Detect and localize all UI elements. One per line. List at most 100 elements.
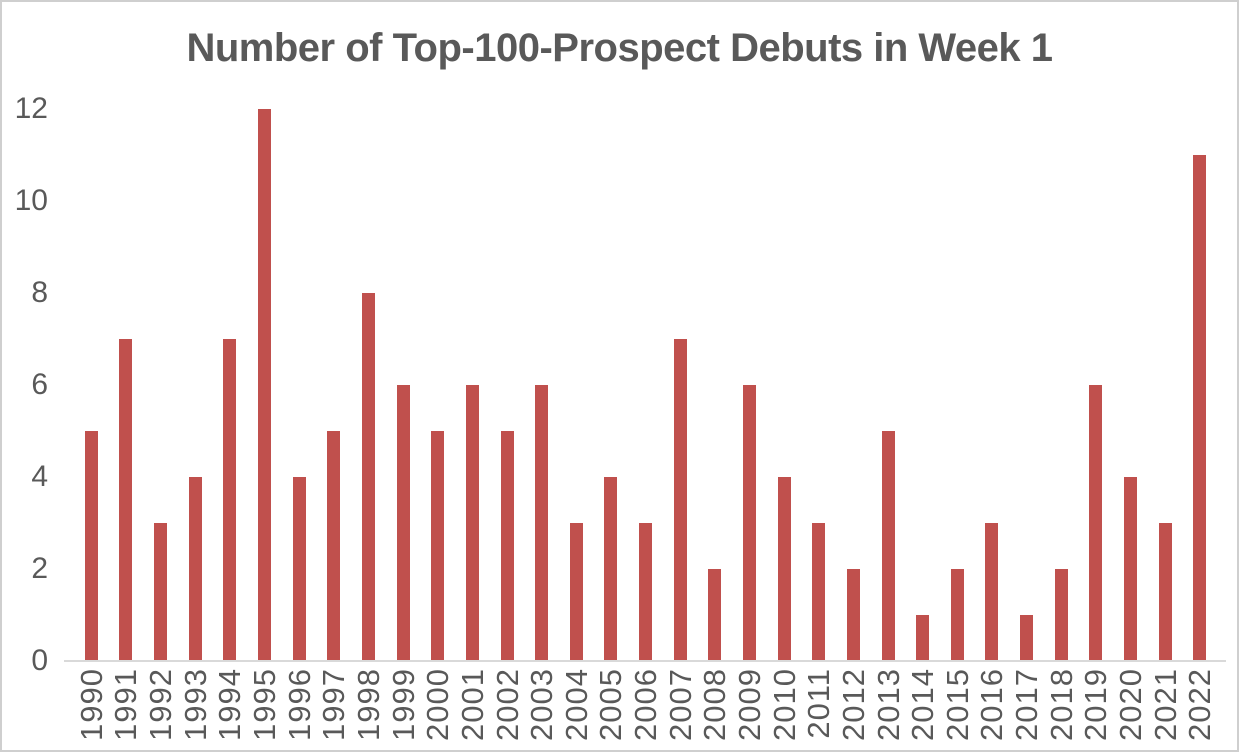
- bar-1996: [292, 477, 306, 661]
- x-axis-tick-label: 2009: [731, 668, 767, 741]
- bar-2002: [500, 431, 514, 661]
- x-axis-tick-label: 2005: [593, 668, 629, 741]
- x-axis-tick-cell: 1995: [247, 668, 282, 750]
- bar-2013: [881, 431, 895, 661]
- bar-1995: [258, 109, 272, 661]
- bar-column-1991: [109, 109, 144, 661]
- bar-2003: [535, 385, 549, 661]
- y-axis-tick-label: 4: [31, 460, 48, 493]
- y-axis-tick-label: 8: [31, 276, 48, 309]
- bar-2016: [985, 523, 999, 661]
- y-axis: 0 2 4 6 8 10 12: [2, 93, 48, 677]
- bar-column-2014: [905, 109, 940, 661]
- x-axis-tick-cell: 1992: [143, 668, 179, 750]
- x-axis-tick-cell: 2022: [1182, 668, 1217, 750]
- x-axis-tick-cell: 2009: [731, 668, 767, 750]
- bar-2022: [1193, 155, 1207, 661]
- x-axis-tick-cell: 2012: [835, 668, 871, 750]
- bar-column-2018: [1044, 109, 1079, 661]
- x-axis-tick-label: 2010: [766, 668, 802, 741]
- x-axis-tick-label: 1996: [281, 668, 317, 741]
- x-axis-tick-cell: 1994: [212, 668, 248, 750]
- bar-column-1998: [351, 109, 386, 661]
- bar-column-2010: [767, 109, 802, 661]
- x-axis-tick-cell: 1996: [281, 668, 317, 750]
- x-axis-tick-label: 2015: [939, 668, 975, 741]
- bar-column-2013: [871, 109, 906, 661]
- bar-column-1994: [213, 109, 248, 661]
- bar-column-2017: [1009, 109, 1044, 661]
- bar-2001: [465, 385, 479, 661]
- x-axis-tick-cell: 1993: [177, 668, 213, 750]
- bar-2000: [431, 431, 445, 661]
- x-axis-tick-cell: 2008: [697, 668, 733, 750]
- bar-column-2003: [524, 109, 559, 661]
- x-axis-tick-cell: 2005: [593, 668, 629, 750]
- x-axis-tick-label: 2001: [454, 668, 490, 741]
- x-axis-tick-label: 2018: [1043, 668, 1079, 741]
- bar-2011: [812, 523, 826, 661]
- bar-2008: [708, 569, 722, 661]
- bar-2018: [1054, 569, 1068, 661]
- bar-column-1997: [316, 109, 351, 661]
- x-axis-tick-label: 2016: [974, 668, 1010, 741]
- x-axis-tick-label: 2003: [524, 668, 560, 741]
- bar-column-2016: [975, 109, 1010, 661]
- x-axis-tick-cell: 2018: [1043, 668, 1079, 750]
- x-axis-tick-cell: 2019: [1078, 668, 1114, 750]
- bar-column-1992: [143, 109, 178, 661]
- x-axis-tick-cell: 2021: [1148, 668, 1183, 750]
- bar-1990: [84, 431, 98, 661]
- bar-2014: [916, 615, 930, 661]
- bar-2012: [846, 569, 860, 661]
- x-axis-tick-label: 2000: [420, 668, 456, 741]
- x-axis-tick-label: 1992: [143, 668, 179, 741]
- x-axis-tick-cell: 2004: [558, 668, 594, 750]
- x-axis-tick-label: 2004: [558, 668, 594, 741]
- bar-column-2000: [420, 109, 455, 661]
- bar-column-2006: [628, 109, 663, 661]
- x-axis-tick-cell: 1999: [386, 668, 421, 750]
- bar-1994: [223, 339, 237, 661]
- x-axis-tick-label: 1993: [177, 668, 213, 741]
- x-axis-tick-cell: 1991: [108, 668, 143, 750]
- x-axis-tick-cell: 2011: [801, 668, 836, 750]
- x-axis-tick-cell: 2017: [1009, 668, 1045, 750]
- x-axis-tick-label: 2014: [905, 668, 941, 741]
- x-axis-tick-label: 2012: [835, 668, 871, 741]
- x-axis-tick-label: 2017: [1009, 668, 1045, 741]
- y-axis-tick-label: 2: [31, 552, 48, 585]
- bar-2006: [639, 523, 653, 661]
- x-axis-tick-cell: 2020: [1113, 668, 1148, 750]
- y-axis-tick-label: 12: [14, 92, 48, 125]
- bar-column-2002: [490, 109, 525, 661]
- bar-column-1996: [282, 109, 317, 661]
- x-axis-tick-cell: 2001: [454, 668, 490, 750]
- bar-column-2015: [940, 109, 975, 661]
- x-axis-tick-label: 2008: [697, 668, 733, 741]
- x-axis-tick-cell: 2016: [974, 668, 1010, 750]
- plot-area: [74, 109, 1217, 661]
- x-axis: 1990 1991 1992 1993 1994 1995 1996 1997 1998 1999…: [74, 668, 1218, 750]
- x-axis-tick-label: 2002: [489, 668, 525, 741]
- x-axis-tick-cell: 1998: [350, 668, 386, 750]
- x-axis-tick-label: 1998: [350, 668, 386, 741]
- bar-column-2011: [801, 109, 836, 661]
- x-axis-tick-label: 1994: [212, 668, 248, 741]
- bar-2005: [604, 477, 618, 661]
- x-axis-tick-cell: 2014: [905, 668, 941, 750]
- y-axis-tick-label: 10: [14, 184, 48, 217]
- x-axis-tick-cell: 2010: [766, 668, 802, 750]
- x-axis-tick-label: 2007: [662, 668, 698, 741]
- bar-column-1999: [386, 109, 421, 661]
- bar-2017: [1020, 615, 1034, 661]
- x-axis-tick-label: 2019: [1078, 668, 1114, 741]
- bar-2010: [777, 477, 791, 661]
- bar-1992: [154, 523, 168, 661]
- x-axis-tick-cell: 2003: [524, 668, 560, 750]
- x-axis-tick-cell: 1990: [74, 668, 109, 750]
- bar-2019: [1089, 385, 1103, 661]
- bar-column-2004: [559, 109, 594, 661]
- bar-column-1993: [178, 109, 213, 661]
